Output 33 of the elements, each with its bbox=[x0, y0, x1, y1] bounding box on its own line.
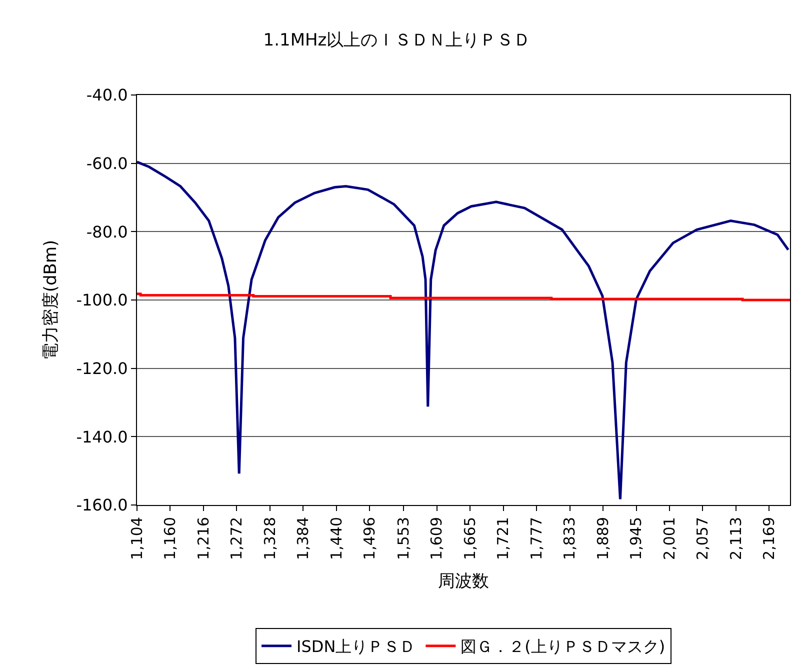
y-axis-title: 電力密度(dBm) bbox=[40, 240, 61, 360]
x-tick-label: 1,160 bbox=[161, 517, 180, 560]
line-series bbox=[137, 160, 790, 500]
x-tick-label: 1,945 bbox=[627, 517, 646, 560]
legend-label: 図Ｇ．２(上りＰＳＤマスク) bbox=[460, 637, 666, 656]
legend-label: ISDN上りＰＳＤ bbox=[296, 637, 416, 656]
x-tick-label: 1,609 bbox=[428, 517, 446, 560]
y-tick-label: -100.0 bbox=[76, 290, 128, 310]
x-tick-label: 1,553 bbox=[394, 517, 412, 560]
y-tick-label: -160.0 bbox=[76, 496, 128, 515]
x-tick-label: 1,889 bbox=[594, 517, 612, 560]
x-tick-label: 1,496 bbox=[360, 517, 379, 560]
x-tick-label: 1,272 bbox=[228, 517, 246, 560]
x-tick-label: 1,777 bbox=[527, 517, 546, 560]
x-tick-label: 1,328 bbox=[260, 517, 279, 560]
y-tick-label: -60.0 bbox=[86, 154, 128, 173]
x-tick-label: 1,104 bbox=[128, 517, 146, 560]
x-tick-label: 1,665 bbox=[460, 517, 479, 560]
y-tick-label: -120.0 bbox=[76, 358, 128, 378]
y-tick-label: -140.0 bbox=[76, 427, 128, 446]
x-tick-label: 2,057 bbox=[694, 517, 712, 560]
chart-title: 1.1MHz以上のＩＳＤＮ上りＰＳＤ bbox=[263, 30, 531, 50]
x-tick-label: 1,384 bbox=[294, 517, 312, 560]
x-tick-label: 1,833 bbox=[560, 517, 579, 560]
x-tick-label: 1,216 bbox=[194, 517, 212, 560]
x-tick-label: 1,721 bbox=[494, 517, 512, 560]
x-tick-label: 2,169 bbox=[760, 517, 778, 560]
y-tick-label: -40.0 bbox=[86, 86, 128, 105]
x-tick-label: 2,001 bbox=[660, 517, 678, 560]
x-tick-label: 1,440 bbox=[327, 517, 346, 560]
x-tick-label: 2,113 bbox=[726, 517, 745, 560]
x-axis-title: 周波数 bbox=[438, 571, 489, 592]
y-tick-label: -80.0 bbox=[86, 222, 128, 242]
